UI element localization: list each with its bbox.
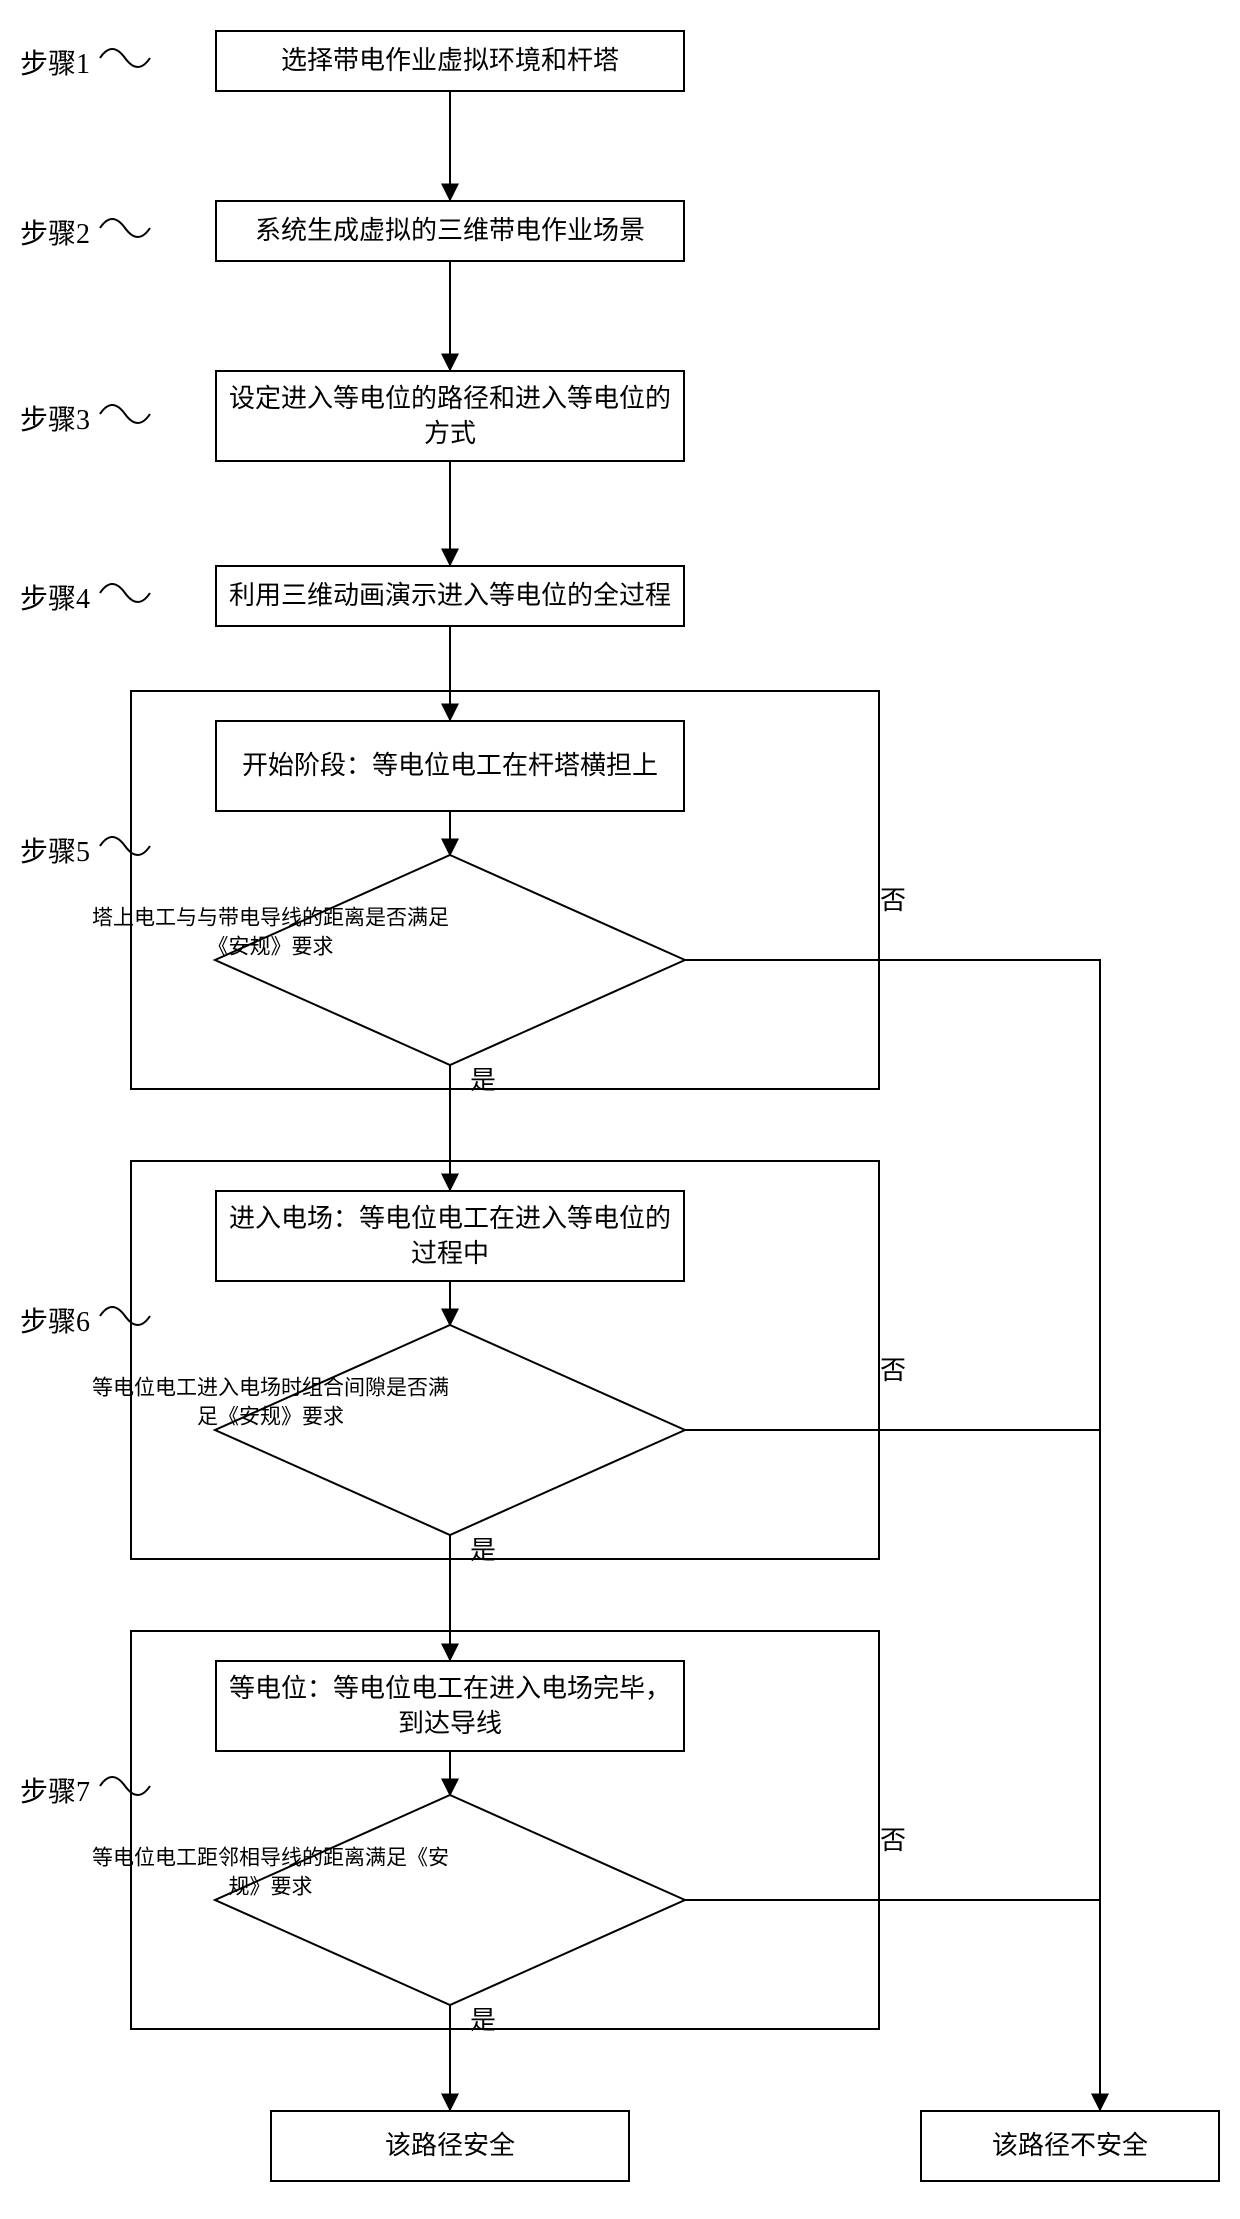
step-label-5: 步骤5 xyxy=(20,830,90,870)
result-unsafe-text: 该路径不安全 xyxy=(992,2128,1148,2163)
squiggle-s4 xyxy=(100,584,150,602)
process-n5a: 开始阶段：等电位电工在杆塔横担上 xyxy=(215,720,685,812)
result-unsafe: 该路径不安全 xyxy=(920,2110,1220,2182)
step-label-4: 步骤4 xyxy=(20,577,90,617)
edge-label-d7-no: 否 xyxy=(880,1820,906,1857)
edge-label-d7-yes: 是 xyxy=(470,2000,496,2037)
process-n2: 系统生成虚拟的三维带电作业场景 xyxy=(215,200,685,262)
decision-d6: 等电位电工进入电场时组合间隙是否满足《安规》要求 xyxy=(450,1430,451,1431)
process-n7a: 等电位：等电位电工在进入电场完毕，到达导线 xyxy=(215,1660,685,1752)
flowchart-canvas: 步骤1 步骤2 步骤3 步骤4 步骤5 步骤6 步骤7 选择带电作业虚拟环境和杆… xyxy=(0,0,1240,2219)
edge-label-d5-no: 否 xyxy=(880,880,906,917)
step-label-2: 步骤2 xyxy=(20,212,90,252)
edge-label-d6-no: 否 xyxy=(880,1350,906,1387)
process-n4-text: 利用三维动画演示进入等电位的全过程 xyxy=(229,578,671,613)
squiggle-s3 xyxy=(100,405,150,423)
squiggle-s1 xyxy=(100,49,150,67)
result-safe-text: 该路径安全 xyxy=(385,2128,515,2163)
decision-d7: 等电位电工距邻相导线的距离满足《安规》要求 xyxy=(450,1900,451,1901)
step-label-1: 步骤1 xyxy=(20,42,90,82)
decision-d5-text: 塔上电工与与带电导线的距离是否满足《安规》要求 xyxy=(91,904,451,961)
process-n6a: 进入电场：等电位电工在进入等电位的过程中 xyxy=(215,1190,685,1282)
decision-d5: 塔上电工与与带电导线的距离是否满足《安规》要求 xyxy=(450,960,451,961)
result-safe: 该路径安全 xyxy=(270,2110,630,2182)
process-n7a-text: 等电位：等电位电工在进入电场完毕，到达导线 xyxy=(227,1671,673,1741)
process-n1-text: 选择带电作业虚拟环境和杆塔 xyxy=(281,43,619,78)
edge-label-d6-yes: 是 xyxy=(470,1530,496,1567)
process-n5a-text: 开始阶段：等电位电工在杆塔横担上 xyxy=(242,748,658,783)
squiggle-s2 xyxy=(100,219,150,237)
process-n2-text: 系统生成虚拟的三维带电作业场景 xyxy=(255,213,645,248)
step-label-7: 步骤7 xyxy=(20,1770,90,1810)
process-n6a-text: 进入电场：等电位电工在进入等电位的过程中 xyxy=(227,1201,673,1271)
step-label-6: 步骤6 xyxy=(20,1300,90,1340)
process-n3: 设定进入等电位的路径和进入等电位的方式 xyxy=(215,370,685,462)
decision-d6-text: 等电位电工进入电场时组合间隙是否满足《安规》要求 xyxy=(91,1374,451,1431)
step-label-3: 步骤3 xyxy=(20,398,90,438)
edge-label-d5-yes: 是 xyxy=(470,1060,496,1097)
decision-d7-text: 等电位电工距邻相导线的距离满足《安规》要求 xyxy=(91,1844,451,1901)
process-n1: 选择带电作业虚拟环境和杆塔 xyxy=(215,30,685,92)
process-n4: 利用三维动画演示进入等电位的全过程 xyxy=(215,565,685,627)
process-n3-text: 设定进入等电位的路径和进入等电位的方式 xyxy=(227,381,673,451)
